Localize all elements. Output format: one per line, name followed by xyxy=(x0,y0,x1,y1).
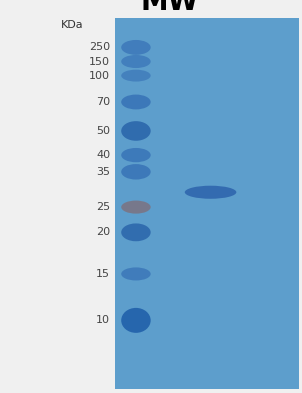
Ellipse shape xyxy=(185,186,236,199)
Ellipse shape xyxy=(121,308,151,333)
Text: 15: 15 xyxy=(96,269,110,279)
Ellipse shape xyxy=(121,40,151,55)
Text: 25: 25 xyxy=(96,202,110,212)
Ellipse shape xyxy=(121,148,151,162)
Text: KDa: KDa xyxy=(60,20,83,29)
Text: 10: 10 xyxy=(96,315,110,325)
Text: 70: 70 xyxy=(96,97,110,107)
Text: 40: 40 xyxy=(96,150,110,160)
Text: 20: 20 xyxy=(96,227,110,237)
Text: 250: 250 xyxy=(89,42,110,52)
Text: 50: 50 xyxy=(96,126,110,136)
Text: 100: 100 xyxy=(89,71,110,81)
Text: 150: 150 xyxy=(89,57,110,66)
Ellipse shape xyxy=(121,164,151,180)
Text: 35: 35 xyxy=(96,167,110,177)
Ellipse shape xyxy=(121,200,151,214)
Ellipse shape xyxy=(121,121,151,141)
Ellipse shape xyxy=(121,55,151,68)
Ellipse shape xyxy=(121,95,151,109)
Ellipse shape xyxy=(121,224,151,241)
Text: MW: MW xyxy=(141,0,199,16)
Ellipse shape xyxy=(121,70,151,82)
Ellipse shape xyxy=(121,267,151,281)
